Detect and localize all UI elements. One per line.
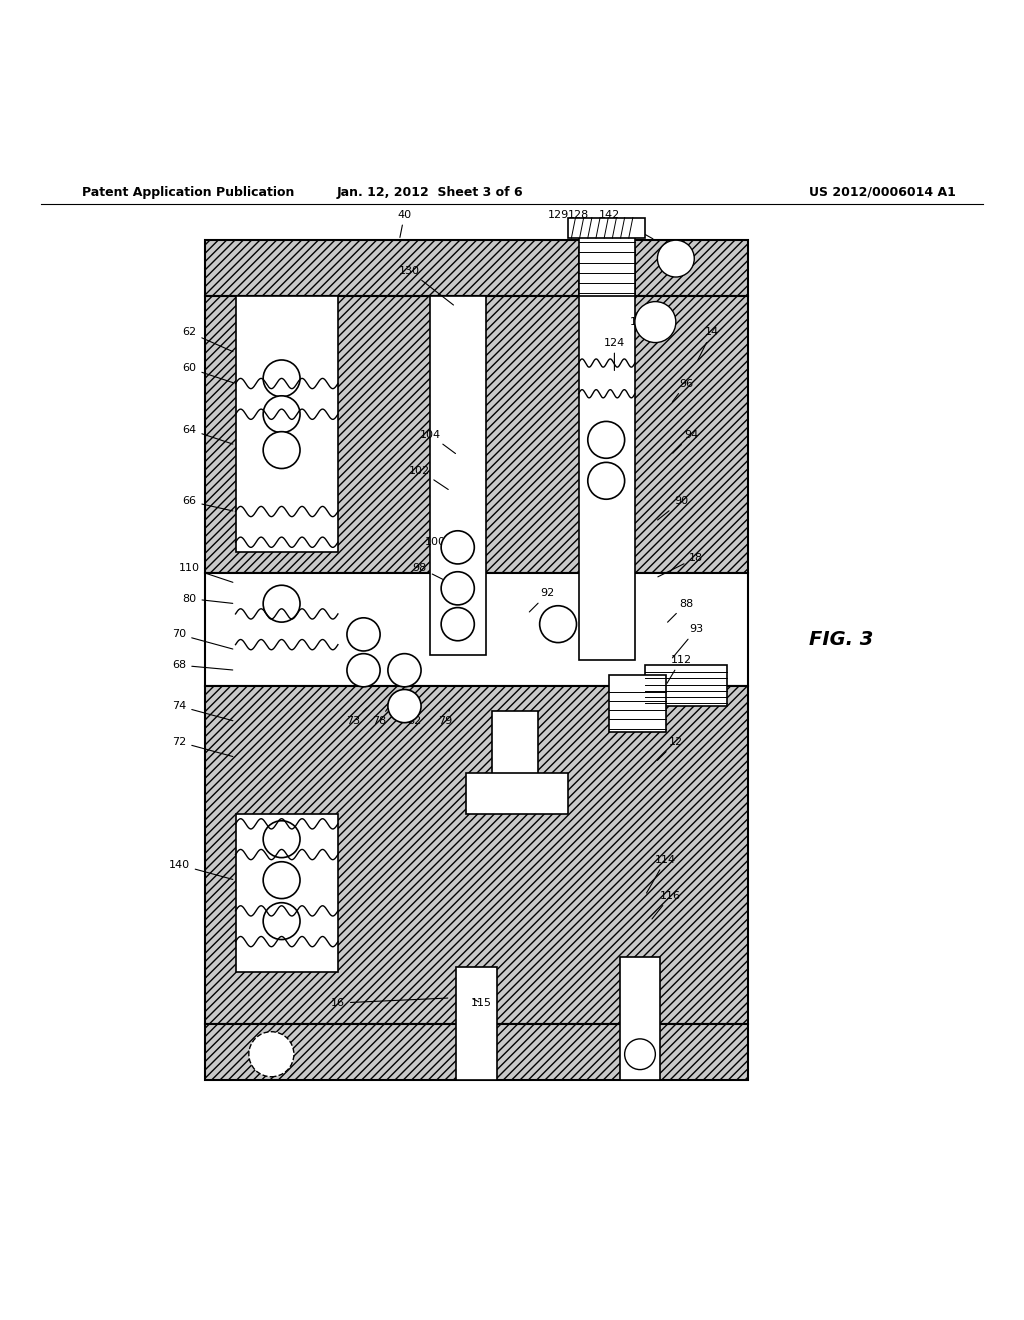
Circle shape (441, 572, 474, 605)
Bar (492, 711, 538, 777)
Bar (236, 813, 338, 973)
Bar (466, 772, 568, 813)
Circle shape (263, 862, 300, 899)
Text: 82: 82 (408, 709, 422, 726)
Circle shape (388, 689, 421, 722)
Text: 79: 79 (438, 709, 453, 726)
Circle shape (347, 653, 380, 686)
Text: 129: 129 (548, 210, 583, 224)
Bar (609, 676, 666, 731)
Bar (568, 218, 645, 238)
Text: 100: 100 (425, 537, 456, 556)
Circle shape (263, 396, 300, 433)
Circle shape (249, 1032, 294, 1077)
Text: 74: 74 (172, 701, 232, 721)
Circle shape (347, 618, 380, 651)
Text: 114: 114 (646, 854, 676, 894)
Bar (430, 297, 486, 655)
Circle shape (625, 1039, 655, 1069)
Circle shape (441, 531, 474, 564)
Text: 140: 140 (169, 859, 232, 879)
Text: 102: 102 (410, 466, 449, 490)
Text: 115: 115 (471, 998, 492, 1008)
Bar (620, 957, 660, 1080)
Text: 128: 128 (568, 210, 600, 223)
Circle shape (588, 462, 625, 499)
Circle shape (635, 301, 676, 343)
Text: Patent Application Publication: Patent Application Publication (82, 186, 294, 198)
Circle shape (441, 607, 474, 640)
Circle shape (263, 585, 300, 622)
Text: 88: 88 (668, 599, 693, 622)
Text: 116: 116 (652, 891, 681, 919)
Text: 112: 112 (667, 655, 691, 684)
Text: 70: 70 (172, 630, 232, 649)
Text: 126: 126 (630, 317, 650, 327)
Text: 72: 72 (172, 737, 232, 756)
Bar (236, 297, 338, 553)
Text: 40: 40 (397, 210, 412, 238)
Bar (205, 1023, 748, 1080)
Circle shape (263, 903, 300, 940)
Bar (645, 665, 727, 706)
Text: 96: 96 (673, 379, 693, 401)
Text: 68: 68 (172, 660, 232, 671)
Text: 12: 12 (657, 737, 683, 760)
Text: 64: 64 (182, 425, 232, 444)
Text: US 2012/0006014 A1: US 2012/0006014 A1 (809, 186, 955, 198)
Circle shape (263, 432, 300, 469)
Text: Jan. 12, 2012  Sheet 3 of 6: Jan. 12, 2012 Sheet 3 of 6 (337, 186, 523, 198)
Text: 124: 124 (604, 338, 625, 371)
Text: 142: 142 (599, 210, 653, 239)
Circle shape (657, 240, 694, 277)
Bar (205, 685, 748, 1023)
Text: 104: 104 (420, 430, 456, 454)
Text: 73: 73 (346, 708, 367, 726)
Text: 110: 110 (179, 562, 232, 582)
Text: 16: 16 (331, 998, 447, 1008)
Bar (579, 230, 635, 297)
Bar (205, 240, 748, 297)
Text: 94: 94 (673, 430, 698, 453)
Bar (205, 573, 748, 685)
Text: 90: 90 (657, 496, 688, 520)
Text: 98: 98 (413, 562, 449, 582)
Text: 60: 60 (182, 363, 232, 383)
Circle shape (540, 606, 577, 643)
Text: 92: 92 (529, 589, 555, 612)
Text: 66: 66 (182, 496, 232, 511)
Text: 80: 80 (182, 594, 232, 603)
Text: 130: 130 (399, 265, 454, 305)
Bar (579, 251, 635, 660)
Circle shape (263, 821, 300, 858)
Circle shape (588, 421, 625, 458)
Text: 62: 62 (182, 327, 233, 351)
Circle shape (263, 360, 300, 397)
Text: 18: 18 (657, 553, 703, 577)
Text: FIG. 3: FIG. 3 (809, 630, 873, 649)
Text: 14: 14 (697, 327, 719, 360)
Bar (205, 297, 748, 573)
Circle shape (388, 653, 421, 686)
Bar (456, 968, 497, 1080)
Text: 78: 78 (372, 709, 387, 726)
Text: 93: 93 (673, 624, 703, 657)
